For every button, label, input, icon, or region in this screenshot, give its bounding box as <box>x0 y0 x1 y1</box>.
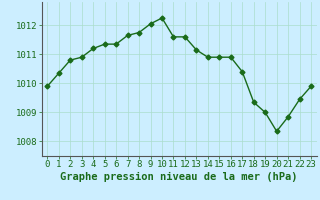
X-axis label: Graphe pression niveau de la mer (hPa): Graphe pression niveau de la mer (hPa) <box>60 172 298 182</box>
